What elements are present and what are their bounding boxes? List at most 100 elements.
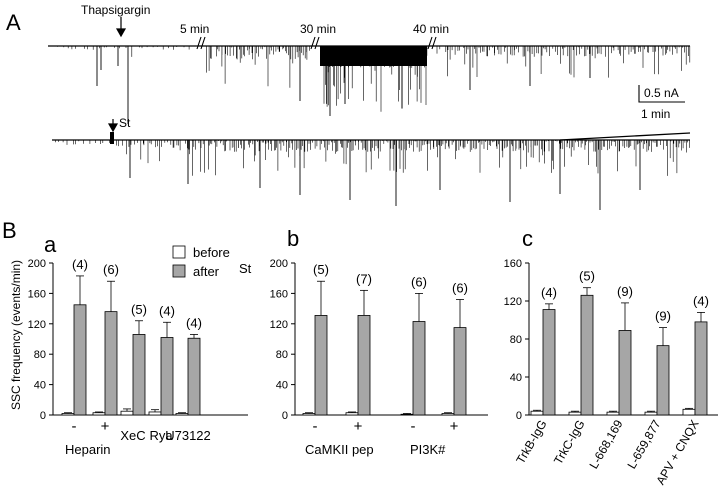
bar-after-a-2 xyxy=(132,334,146,416)
n-label-b-1: (7) xyxy=(356,271,372,286)
y-tick-label-b-200: 200 xyxy=(270,258,288,270)
bar-after-a-4 xyxy=(187,337,201,416)
y-tick-label-c-120: 120 xyxy=(504,296,522,308)
group-label-a-3: Rya xyxy=(149,428,173,443)
st-arrow xyxy=(107,119,119,133)
n-label-a-4: (4) xyxy=(186,315,202,330)
group-label-a-1: + xyxy=(101,418,110,435)
scale-current-label: 0.5 nA xyxy=(644,86,679,100)
bar-before-c-3 xyxy=(644,411,658,416)
y-tick-label-a-80: 80 xyxy=(34,349,46,361)
y-tick-label-b-0: 0 xyxy=(282,410,288,422)
category-label-camkii: CaMKII pep xyxy=(305,442,374,457)
y-tick-label-b-120: 120 xyxy=(270,319,288,331)
legend-after-label: after xyxy=(193,264,220,279)
legend-before-swatch xyxy=(172,245,186,259)
bar-before-a-1 xyxy=(92,412,106,416)
bar-before-b-2 xyxy=(400,413,414,416)
y-tick-label-c-40: 40 xyxy=(510,372,522,384)
n-label-a-0: (4) xyxy=(72,257,88,272)
bar-after-a-3 xyxy=(160,337,174,416)
y-tick-label-a-160: 160 xyxy=(28,288,46,300)
group-label-c-0: TrkB-IgG xyxy=(513,418,549,467)
chart-a: 0 40 80 120 160 200 (4) - (6) + (5) XeC (4) Rya (4) U73… xyxy=(28,257,248,443)
group-label-c-1: TrkC-IgG xyxy=(551,418,588,467)
break-marker-2 xyxy=(310,36,320,50)
time-label-5min: 5 min xyxy=(180,22,209,36)
break-marker-1 xyxy=(196,36,206,50)
category-label-pi3k: PI3K# xyxy=(410,442,446,457)
panel-label-c: c xyxy=(522,226,533,251)
bar-before-a-4 xyxy=(175,413,189,416)
y-tick-label-a-200: 200 xyxy=(28,258,46,270)
bar-before-b-0 xyxy=(302,413,316,416)
panel-label-B: B xyxy=(2,218,17,243)
group-label-b-3: + xyxy=(450,418,459,435)
y-tick-label-c-0: 0 xyxy=(516,410,522,422)
chart-c: 0 40 80 120 160 (4) TrkB-IgG (5) TrkC-IgG (9) L-66… xyxy=(504,258,718,487)
y-tick-label-a-0: 0 xyxy=(40,410,46,422)
y-tick-label-a-120: 120 xyxy=(28,319,46,331)
bar-before-c-2 xyxy=(606,411,620,416)
n-label-b-0: (5) xyxy=(313,262,329,277)
group-label-c-3: L-659,877 xyxy=(624,417,663,471)
time-label-40min: 40 min xyxy=(413,22,449,36)
panel-label-b: b xyxy=(287,226,299,251)
n-label-c-4: (4) xyxy=(693,293,709,308)
scale-time-label: 1 min xyxy=(641,107,670,121)
panel-label-A: A xyxy=(6,10,21,35)
n-label-b-2: (6) xyxy=(411,274,427,289)
category-label-heparin: Heparin xyxy=(65,442,111,457)
scale-bar xyxy=(638,85,685,103)
bar-before-b-3 xyxy=(441,413,455,416)
current-trace-thapsigargin xyxy=(48,45,691,124)
bar-before-b-1 xyxy=(345,412,359,416)
time-label-30min: 30 min xyxy=(300,22,336,36)
bar-before-a-3 xyxy=(148,411,162,416)
y-tick-label-c-80: 80 xyxy=(510,334,522,346)
legend-after-swatch xyxy=(172,264,186,278)
group-label-b-2: - xyxy=(411,418,416,435)
break-marker-3 xyxy=(427,36,437,50)
bar-after-c-4 xyxy=(694,321,708,416)
group-label-b-0: - xyxy=(313,418,318,435)
n-label-c-3: (9) xyxy=(655,309,671,324)
st-label: St xyxy=(119,116,131,130)
bar-after-b-1 xyxy=(357,315,371,416)
bar-after-b-3 xyxy=(453,327,467,416)
n-label-c-2: (9) xyxy=(617,284,633,299)
y-tick-label-c-160: 160 xyxy=(504,258,522,270)
n-label-a-1: (6) xyxy=(103,262,119,277)
bar-after-a-0 xyxy=(73,304,87,416)
group-label-a-2: XeC xyxy=(120,428,145,443)
bar-before-a-2 xyxy=(120,410,134,416)
y-tick-label-a-40: 40 xyxy=(34,380,46,392)
bar-after-a-1 xyxy=(104,311,118,416)
thapsigargin-label: Thapsigargin xyxy=(81,3,150,17)
legend-st-marker: St xyxy=(239,261,252,276)
bar-after-c-0 xyxy=(542,309,556,416)
group-label-c-2: L-668,169 xyxy=(586,417,625,471)
legend-before-label: before xyxy=(193,245,230,260)
n-label-a-2: (5) xyxy=(131,302,147,317)
bar-after-c-2 xyxy=(618,330,632,416)
bar-before-c-4 xyxy=(682,408,696,416)
group-label-a-4: U73122 xyxy=(165,428,211,443)
bar-after-c-1 xyxy=(580,294,594,416)
st-pulse xyxy=(110,132,114,144)
current-trace-st xyxy=(52,132,691,210)
bar-after-b-0 xyxy=(314,315,328,416)
bar-before-a-0 xyxy=(61,413,75,416)
n-label-c-0: (4) xyxy=(541,285,557,300)
n-label-c-1: (5) xyxy=(579,269,595,284)
trace-drift xyxy=(559,132,691,141)
y-tick-label-b-40: 40 xyxy=(276,380,288,392)
bar-after-b-2 xyxy=(412,321,426,416)
chart-b: 0 40 80 120 160 200 (5) - (7) + (6) - (6) + xyxy=(270,258,488,435)
trace-events xyxy=(55,140,690,176)
bar-before-c-1 xyxy=(568,411,582,416)
thapsigargin-arrow xyxy=(115,17,127,38)
y-axis-title: SSC frequency (events/min) xyxy=(9,260,23,410)
